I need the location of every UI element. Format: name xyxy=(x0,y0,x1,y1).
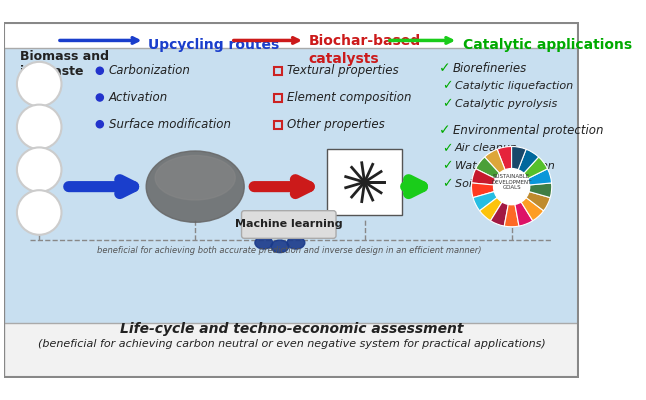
Text: ✓: ✓ xyxy=(442,142,453,155)
Wedge shape xyxy=(497,146,512,187)
Text: Carbonization: Carbonization xyxy=(109,64,191,77)
Wedge shape xyxy=(512,149,539,187)
Circle shape xyxy=(96,121,103,128)
Ellipse shape xyxy=(287,236,305,249)
Wedge shape xyxy=(512,187,533,226)
Wedge shape xyxy=(475,157,512,187)
Wedge shape xyxy=(472,169,512,187)
Wedge shape xyxy=(473,187,512,211)
Bar xyxy=(274,121,282,129)
Text: Water purification: Water purification xyxy=(455,161,554,171)
Text: Textural properties: Textural properties xyxy=(287,64,399,77)
Text: ✓: ✓ xyxy=(439,124,450,138)
Text: ✓: ✓ xyxy=(439,61,450,75)
Circle shape xyxy=(17,190,61,235)
FancyBboxPatch shape xyxy=(242,211,336,238)
Circle shape xyxy=(494,168,530,205)
Wedge shape xyxy=(512,183,552,198)
Circle shape xyxy=(96,67,103,74)
Text: SUSTAINABLE
DEVELOPMENT
GOALS: SUSTAINABLE DEVELOPMENT GOALS xyxy=(492,174,532,190)
FancyBboxPatch shape xyxy=(3,323,579,378)
Ellipse shape xyxy=(271,240,289,252)
Wedge shape xyxy=(479,187,512,221)
Text: ✓: ✓ xyxy=(442,97,453,110)
Text: Biorefineries: Biorefineries xyxy=(453,62,527,74)
Wedge shape xyxy=(505,187,519,227)
Text: Catalytic applications: Catalytic applications xyxy=(463,38,632,52)
Circle shape xyxy=(17,62,61,106)
Text: ✓: ✓ xyxy=(442,80,453,92)
Wedge shape xyxy=(472,183,512,198)
Text: Upcycling routes: Upcycling routes xyxy=(148,38,279,52)
Wedge shape xyxy=(484,149,512,187)
Ellipse shape xyxy=(255,236,273,249)
FancyBboxPatch shape xyxy=(3,48,579,325)
Wedge shape xyxy=(512,187,550,211)
Circle shape xyxy=(17,148,61,192)
Text: Life-cycle and techno-economic assessment: Life-cycle and techno-economic assessmen… xyxy=(120,322,463,336)
FancyBboxPatch shape xyxy=(327,149,402,215)
Text: ✓: ✓ xyxy=(442,160,453,173)
Text: beneficial for achieving both accurate prediction and inverse design in an effic: beneficial for achieving both accurate p… xyxy=(96,246,481,255)
Ellipse shape xyxy=(155,156,235,200)
Wedge shape xyxy=(512,187,544,221)
Text: Catalytic pyrolysis: Catalytic pyrolysis xyxy=(455,99,557,109)
Text: Biochar-based
catalysts: Biochar-based catalysts xyxy=(308,34,421,66)
Text: ✓: ✓ xyxy=(442,178,453,190)
Wedge shape xyxy=(490,187,512,226)
Text: Other properties: Other properties xyxy=(287,118,385,131)
Text: Soil remediation: Soil remediation xyxy=(455,179,546,189)
Wedge shape xyxy=(512,157,548,187)
Circle shape xyxy=(96,94,103,101)
Text: Air cleanup: Air cleanup xyxy=(455,143,517,153)
Ellipse shape xyxy=(146,151,244,222)
Bar xyxy=(274,67,282,75)
Text: Activation: Activation xyxy=(109,91,168,104)
Text: Biomass and
its waste: Biomass and its waste xyxy=(19,50,109,78)
Text: Element composition: Element composition xyxy=(287,91,412,104)
Text: Environmental protection: Environmental protection xyxy=(453,124,603,137)
Text: Catalytic liquefaction: Catalytic liquefaction xyxy=(455,81,573,91)
Wedge shape xyxy=(512,169,552,187)
Text: Machine learning: Machine learning xyxy=(235,219,342,229)
Text: Surface modification: Surface modification xyxy=(109,118,231,131)
Text: (beneficial for achieving carbon neutral or even negative system for practical a: (beneficial for achieving carbon neutral… xyxy=(37,339,545,349)
Wedge shape xyxy=(512,146,526,187)
Bar xyxy=(274,94,282,102)
Circle shape xyxy=(17,105,61,149)
